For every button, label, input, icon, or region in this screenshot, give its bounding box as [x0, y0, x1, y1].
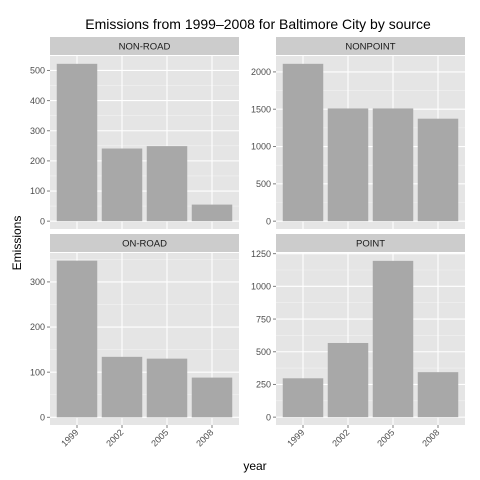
chart-title: Emissions from 1999–2008 for Baltimore C…	[85, 16, 431, 32]
bar-on-road-1999	[57, 261, 98, 418]
bar-nonpoint-1999	[283, 64, 324, 221]
bar-nonpoint-2005	[373, 108, 414, 221]
y-tick-label: 200	[30, 156, 45, 166]
y-tick-label: 100	[30, 186, 45, 196]
y-tick-label: 400	[30, 96, 45, 106]
facet-nonpoint: NONPOINT 0 500 1000 1500 2000	[251, 37, 465, 229]
y-tick-label: 200	[30, 322, 45, 332]
bar-point-1999	[283, 378, 324, 417]
bar-on-road-2002	[102, 357, 143, 417]
y-tick-label: 500	[30, 66, 45, 76]
facet-strip-label: POINT	[356, 239, 385, 250]
y-tick-label: 250	[256, 380, 271, 390]
bar-point-2002	[328, 343, 369, 417]
y-tick-label: 0	[40, 413, 45, 423]
bar-on-road-2008	[192, 378, 233, 418]
y-axis-title: Emissions	[10, 216, 24, 271]
bar-non-road-2005	[147, 146, 188, 221]
bar-non-road-1999	[57, 64, 98, 221]
y-tick-label: 1250	[251, 249, 271, 259]
y-tick-label: 2000	[251, 67, 271, 77]
facet-non-road: NON-ROAD 0 100 200 300 400 500	[30, 37, 239, 229]
bar-point-2008	[418, 372, 459, 417]
bar-non-road-2008	[192, 205, 233, 222]
y-tick-label: 100	[30, 367, 45, 377]
bar-nonpoint-2008	[418, 119, 459, 221]
y-tick-label: 500	[256, 179, 271, 189]
y-tick-label: 300	[30, 126, 45, 136]
y-tick-label: 300	[30, 277, 45, 287]
bar-nonpoint-2002	[328, 108, 369, 221]
bar-point-2005	[373, 261, 414, 417]
y-tick-label: 750	[256, 314, 271, 324]
y-tick-label: 0	[266, 412, 271, 422]
facet-strip-label: ON-ROAD	[122, 239, 167, 250]
y-tick-label: 1000	[251, 282, 271, 292]
x-axis-title: year	[243, 459, 266, 473]
y-tick-label: 1500	[251, 104, 271, 114]
y-tick-label: 0	[266, 216, 271, 226]
bar-on-road-2005	[147, 359, 188, 418]
facet-strip-label: NONPOINT	[345, 42, 395, 53]
facet-strip-label: NON-ROAD	[119, 42, 171, 53]
y-tick-label: 0	[40, 216, 45, 226]
bar-non-road-2002	[102, 149, 143, 222]
y-tick-label: 1000	[251, 142, 271, 152]
y-tick-label: 500	[256, 347, 271, 357]
